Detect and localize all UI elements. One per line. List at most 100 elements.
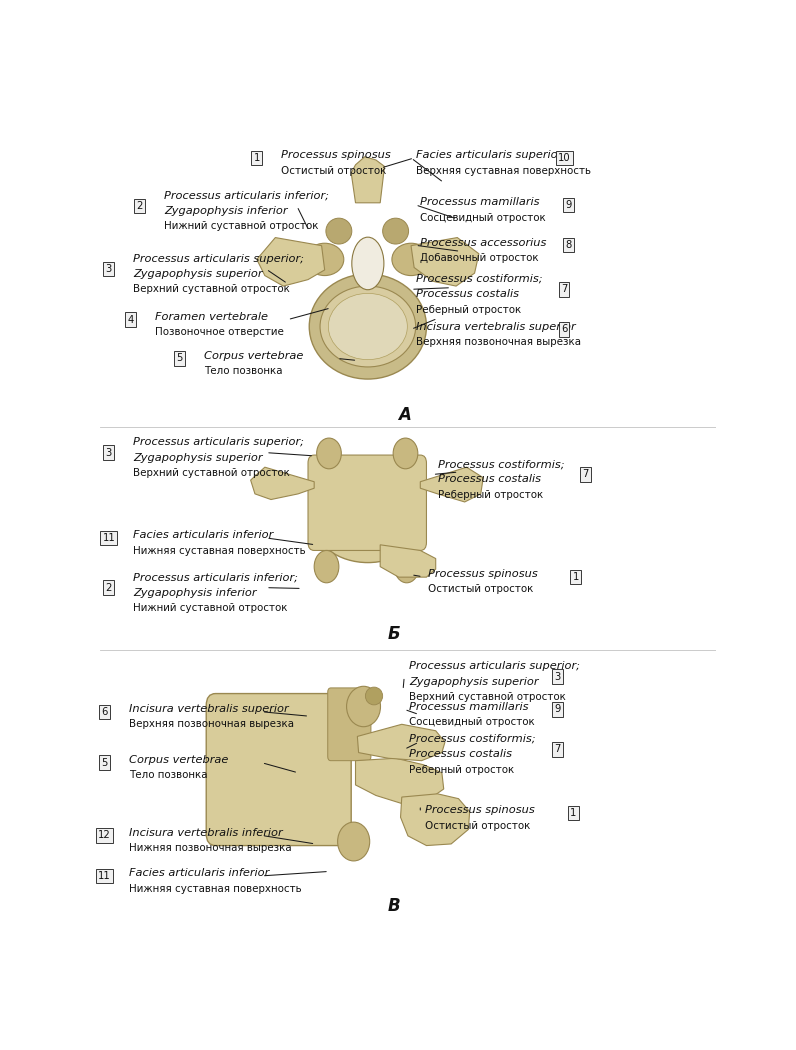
- Text: Zygapophysis superior: Zygapophysis superior: [409, 676, 539, 687]
- Text: 4: 4: [127, 315, 134, 324]
- Text: Сосцевидный отросток: Сосцевидный отросток: [409, 717, 535, 727]
- Ellipse shape: [314, 550, 339, 583]
- Ellipse shape: [365, 687, 383, 705]
- Text: Б: Б: [388, 625, 400, 643]
- Text: Zygapophysis inferior: Zygapophysis inferior: [164, 206, 288, 216]
- Text: 7: 7: [583, 469, 589, 480]
- Polygon shape: [351, 156, 384, 203]
- Text: 10: 10: [558, 153, 571, 163]
- Ellipse shape: [338, 822, 369, 861]
- Text: 2: 2: [106, 583, 112, 592]
- Text: Incisura vertebralis superior: Incisura vertebralis superior: [416, 321, 576, 332]
- Text: Processus mamillaris: Processus mamillaris: [420, 197, 540, 207]
- Text: Foramen vertebrale: Foramen vertebrale: [155, 312, 268, 322]
- Text: Facies articularis inferior: Facies articularis inferior: [134, 530, 274, 541]
- Text: Processus costiformis;: Processus costiformis;: [409, 734, 536, 744]
- Text: 11: 11: [103, 533, 115, 543]
- Text: Facies articularis inferior: Facies articularis inferior: [129, 868, 269, 878]
- Text: Processus spinosus: Processus spinosus: [425, 805, 535, 815]
- Text: Processus costiformis;: Processus costiformis;: [438, 459, 564, 469]
- Text: 5: 5: [101, 758, 107, 768]
- Text: 2: 2: [136, 201, 142, 211]
- Text: Реберный отросток: Реберный отросток: [416, 304, 521, 315]
- Text: Позвоночное отверстие: Позвоночное отверстие: [155, 328, 284, 337]
- Text: Верхний суставной отросток: Верхний суставной отросток: [134, 285, 291, 294]
- Text: Processus costalis: Processus costalis: [409, 750, 512, 759]
- Text: Верхняя позвоночная вырезка: Верхняя позвоночная вырезка: [129, 719, 294, 730]
- Text: 1: 1: [572, 572, 579, 582]
- Ellipse shape: [306, 244, 344, 275]
- Ellipse shape: [352, 237, 384, 290]
- Text: Processus accessorius: Processus accessorius: [420, 237, 547, 248]
- Polygon shape: [356, 758, 443, 803]
- Text: Processus costalis: Processus costalis: [438, 475, 540, 484]
- Ellipse shape: [309, 274, 427, 379]
- Text: Реберный отросток: Реберный отросток: [409, 764, 514, 775]
- Text: Реберный отросток: Реберный отросток: [438, 489, 543, 500]
- FancyBboxPatch shape: [308, 455, 427, 550]
- Text: Processus mamillaris: Processus mamillaris: [409, 701, 529, 712]
- Text: Corpus vertebrae: Corpus vertebrae: [129, 755, 228, 765]
- Ellipse shape: [393, 438, 418, 468]
- Text: 1: 1: [570, 807, 576, 818]
- Text: Facies articularis superior: Facies articularis superior: [416, 150, 562, 161]
- Text: Добавочный отросток: Добавочный отросток: [420, 253, 539, 262]
- Text: 9: 9: [565, 200, 572, 210]
- Ellipse shape: [317, 438, 341, 468]
- Polygon shape: [420, 467, 483, 502]
- Polygon shape: [400, 794, 470, 845]
- Text: 12: 12: [98, 831, 111, 840]
- Ellipse shape: [320, 286, 416, 366]
- Text: Нижний суставной отросток: Нижний суставной отросток: [134, 603, 288, 613]
- Text: 5: 5: [177, 354, 183, 363]
- Text: Processus articularis inferior;: Processus articularis inferior;: [164, 191, 330, 201]
- Text: Нижний суставной отросток: Нижний суставной отросток: [164, 222, 318, 231]
- Text: Processus articularis superior;: Processus articularis superior;: [134, 437, 304, 447]
- FancyBboxPatch shape: [328, 688, 371, 760]
- Text: 7: 7: [554, 744, 560, 754]
- Text: Incisura vertebralis superior: Incisura vertebralis superior: [129, 705, 289, 714]
- Text: 6: 6: [561, 324, 568, 334]
- Text: Остистый отросток: Остистый отросток: [425, 820, 531, 831]
- Text: Corpus vertebrae: Corpus vertebrae: [205, 351, 304, 361]
- Text: 9: 9: [554, 705, 560, 714]
- Text: Остистый отросток: Остистый отросток: [282, 166, 387, 175]
- Text: В: В: [388, 897, 400, 916]
- Polygon shape: [380, 545, 435, 578]
- Text: Нижняя суставная поверхность: Нижняя суставная поверхность: [129, 883, 302, 894]
- Ellipse shape: [346, 687, 380, 727]
- FancyBboxPatch shape: [206, 694, 351, 845]
- Text: 3: 3: [106, 265, 112, 274]
- Text: 3: 3: [554, 672, 560, 681]
- Text: 3: 3: [106, 447, 112, 458]
- Text: Processus articularis superior;: Processus articularis superior;: [409, 662, 580, 671]
- Text: 6: 6: [101, 707, 107, 717]
- Text: Верхний суставной отросток: Верхний суставной отросток: [409, 692, 566, 702]
- Text: Processus spinosus: Processus spinosus: [427, 569, 537, 579]
- Text: Processus spinosus: Processus spinosus: [282, 150, 392, 161]
- Polygon shape: [357, 724, 445, 760]
- Text: 1: 1: [254, 153, 260, 163]
- Text: Нижняя позвоночная вырезка: Нижняя позвоночная вырезка: [129, 843, 292, 854]
- Text: Zygapophysis superior: Zygapophysis superior: [134, 269, 263, 279]
- Text: 8: 8: [565, 240, 572, 250]
- Text: Zygapophysis superior: Zygapophysis superior: [134, 453, 263, 463]
- Polygon shape: [257, 237, 325, 286]
- Ellipse shape: [394, 550, 419, 583]
- Ellipse shape: [383, 218, 408, 244]
- Text: Processus costalis: Processus costalis: [416, 290, 519, 299]
- Text: Processus articularis inferior;: Processus articularis inferior;: [134, 572, 298, 583]
- Text: Верхняя позвоночная вырезка: Верхняя позвоночная вырезка: [416, 337, 581, 346]
- Text: Zygapophysis inferior: Zygapophysis inferior: [134, 588, 257, 597]
- Text: Сосцевидный отросток: Сосцевидный отросток: [420, 212, 546, 223]
- Text: Тело позвонка: Тело позвонка: [205, 366, 283, 376]
- Text: 7: 7: [561, 285, 568, 294]
- Text: Верхняя суставная поверхность: Верхняя суставная поверхность: [416, 166, 591, 175]
- Text: А: А: [399, 406, 412, 424]
- Text: Тело позвонка: Тело позвонка: [129, 771, 208, 780]
- Text: 11: 11: [98, 870, 111, 881]
- Text: Processus costiformis;: Processus costiformis;: [416, 274, 543, 284]
- Text: Incisura vertebralis inferior: Incisura vertebralis inferior: [129, 827, 283, 838]
- Ellipse shape: [392, 244, 430, 275]
- Polygon shape: [251, 467, 314, 500]
